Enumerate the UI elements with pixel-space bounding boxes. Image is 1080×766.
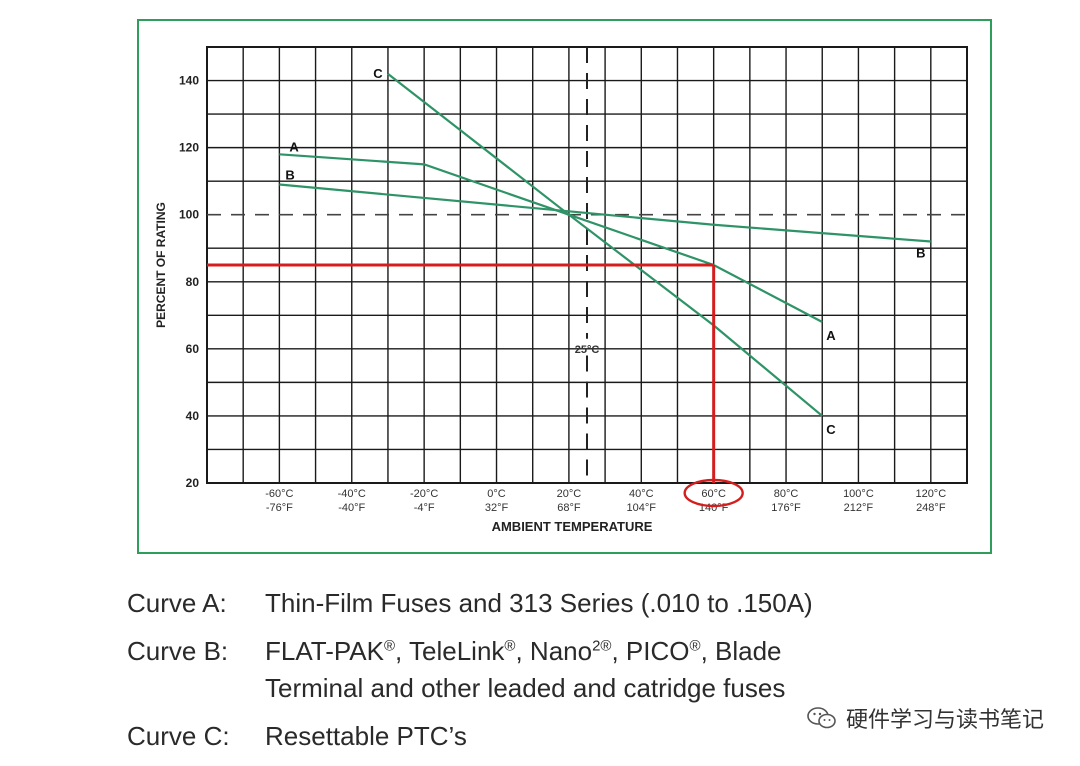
registered-mark: ® xyxy=(504,637,516,655)
legend-text: Resettable PTC’s xyxy=(265,721,467,751)
x-tick-label-c: 40°C xyxy=(629,488,654,500)
legend-text: Terminal and other leaded and catridge f… xyxy=(265,673,786,703)
curve-label: A xyxy=(289,139,299,154)
x-axis-label: AMBIENT TEMPERATURE xyxy=(492,519,653,534)
x-tick-label-c: -40°C xyxy=(338,488,366,500)
legend-text-part: , PICO xyxy=(611,636,690,666)
curve-label: A xyxy=(826,328,836,343)
legend-key: Curve C: xyxy=(127,721,230,751)
watermark: 硬件学习与读书笔记 xyxy=(806,702,1044,734)
curve-label: C xyxy=(826,422,836,437)
curve-label: C xyxy=(373,66,383,81)
registered-mark: ® xyxy=(689,637,701,655)
curve-c xyxy=(387,72,823,417)
x-tick-label-c: 20°C xyxy=(557,488,582,500)
x-tick-label-f: 68°F xyxy=(557,502,581,514)
wechat-icon xyxy=(807,707,836,729)
curve-label: B xyxy=(916,246,925,261)
x-tick-label-c: -60°C xyxy=(265,488,293,500)
x-tick-label-c: 80°C xyxy=(774,488,799,500)
legend-curve-c: Curve C: Resettable PTC’s xyxy=(127,721,467,752)
x-tick-label-f: 176°F xyxy=(771,502,801,514)
curve-label: B xyxy=(285,168,294,183)
legend-curve-b: Curve B: FLAT-PAK®, TeleLink®, Nano2®, PI… xyxy=(127,636,782,667)
y-tick-label: 20 xyxy=(186,476,200,490)
y-tick-label: 140 xyxy=(179,74,199,88)
x-tick-label-c: 100°C xyxy=(843,488,874,500)
y-tick-label: 80 xyxy=(186,275,200,289)
legend-text: Thin-Film Fuses and 313 Series (.010 to … xyxy=(265,588,813,618)
legend-curve-a: Curve A: Thin-Film Fuses and 313 Series (… xyxy=(127,588,813,619)
x-tick-label-c: -20°C xyxy=(410,488,438,500)
chart-frame: 25°C 20 40 60 80 100 120 140 -60°C -76°F -40°C -40°… xyxy=(137,19,992,554)
legend-curve-b-line2: Terminal and other leaded and catridge f… xyxy=(127,673,785,704)
x-tick-label-f: 104°F xyxy=(627,502,657,514)
x-tick-label-f: -76°F xyxy=(266,502,293,514)
legend-text-part: , TeleLink xyxy=(395,636,505,666)
annotation-circle xyxy=(683,478,744,508)
legend-key: Curve A: xyxy=(127,588,227,618)
legend-text-part: FLAT-PAK xyxy=(265,636,384,666)
y-tick-label: 100 xyxy=(179,208,199,222)
y-axis-label: PERCENT OF RATING xyxy=(154,202,168,328)
registered-mark: 2® xyxy=(592,637,612,655)
x-tick-label-c: 120°C xyxy=(915,488,946,500)
x-tick-label-f: -4°F xyxy=(414,502,435,514)
y-tick-label: 60 xyxy=(186,342,200,356)
x-tick-label-f: 140°F xyxy=(699,502,729,514)
legend-text-part: , Nano xyxy=(515,636,593,666)
x-tick-label-f: 32°F xyxy=(485,502,509,514)
reference-label: 25°C xyxy=(575,344,600,356)
derating-chart: 25°C 20 40 60 80 100 120 140 -60°C -76°F -40°C -40°… xyxy=(154,46,968,534)
legend-key: Curve B: xyxy=(127,636,229,666)
curve-a xyxy=(279,153,823,323)
registered-mark: ® xyxy=(383,637,396,655)
y-tick-label: 40 xyxy=(186,409,200,423)
x-tick-label-c: 0°C xyxy=(487,488,506,500)
x-tick-label-f: -40°F xyxy=(338,502,365,514)
legend-text-part: , Blade xyxy=(700,636,782,666)
x-tick-label-c: 60°C xyxy=(701,488,726,500)
curve-b xyxy=(279,183,931,243)
x-tick-label-f: 248°F xyxy=(916,502,946,514)
y-tick-label: 120 xyxy=(179,141,199,155)
watermark-text: 硬件学习与读书笔记 xyxy=(845,707,1044,732)
x-tick-label-f: 212°F xyxy=(844,502,874,514)
